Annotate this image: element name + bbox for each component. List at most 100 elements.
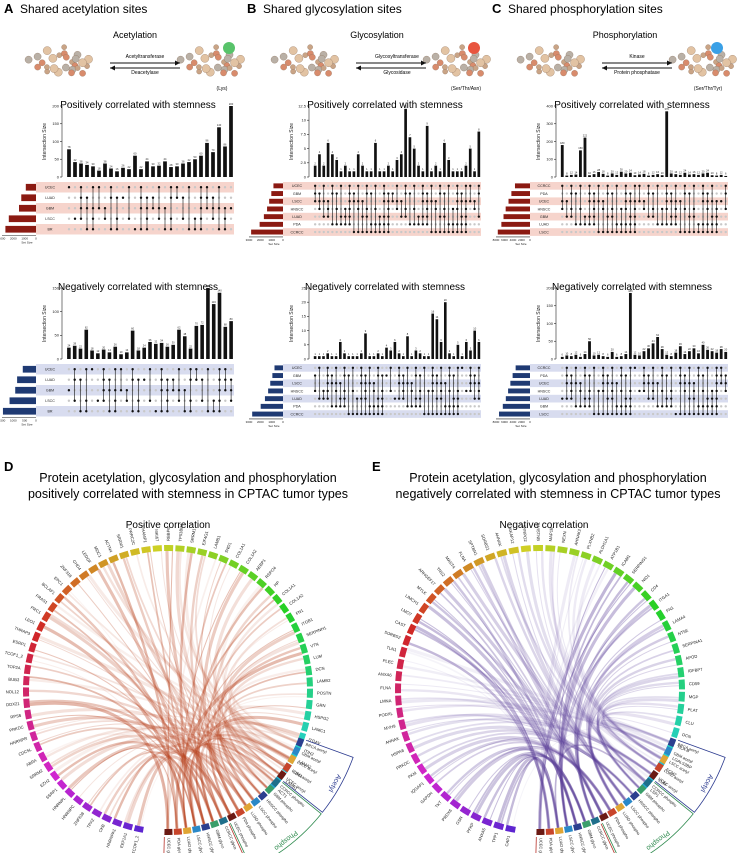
matrix-dot (629, 366, 632, 370)
intersection-bar (193, 159, 197, 177)
chord-ribbon (559, 586, 636, 827)
upset-chart-acetyl-negative: Negatively correlated with stemness05010… (0, 282, 234, 427)
matrix-dot (96, 410, 100, 413)
chord-ribbon (175, 551, 262, 796)
matrix-dot (200, 368, 204, 371)
chord-ribbon (165, 550, 223, 819)
sample-label: LUAD glyco (558, 836, 566, 853)
intersection-bar (706, 172, 709, 177)
gene-sector (101, 813, 113, 823)
matrix-dot (473, 366, 476, 370)
intersection-bar (67, 149, 71, 177)
intersection-bar (422, 356, 426, 359)
set-size-tick-label: 3000 (0, 237, 6, 241)
bar-value-label: 2 (344, 349, 346, 353)
gene-label: CHAMP1 (140, 525, 148, 544)
y-tick-label: 20 (302, 300, 307, 305)
matrix-dot (414, 366, 418, 370)
y-tick-label: 100 (546, 321, 553, 326)
matrix-dot (67, 207, 71, 210)
gene-label: CAST (394, 619, 407, 628)
gene-sector (433, 584, 446, 596)
chord-ribbon (39, 727, 223, 819)
sample-sector (536, 828, 545, 835)
chord-ribbon (555, 742, 651, 828)
set-name: CCRCC (291, 230, 304, 234)
chord-ribbon (602, 696, 679, 767)
matrix-dot (715, 184, 718, 188)
intersection-bar (430, 171, 433, 177)
intersection-bar (435, 319, 439, 359)
bar-value-label: 14 (125, 348, 128, 352)
bar-value-label: 16 (593, 170, 596, 174)
intersection-bar (697, 353, 700, 359)
matrix-dot (647, 405, 650, 408)
matrix-dot (348, 230, 351, 234)
panel-C-header: C Shared phosphorylation sites (492, 1, 663, 16)
intersection-bar (574, 174, 578, 177)
chord-ribbon (112, 561, 179, 829)
intersection-bar (439, 341, 443, 359)
gene-label: PRDX6 (441, 807, 454, 822)
gene-label: COL1A2 (288, 592, 305, 606)
chord-ribbon (405, 713, 652, 775)
intersection-bar (715, 175, 719, 177)
matrix-dot (143, 410, 146, 413)
matrix-dot (96, 378, 100, 381)
gene-label: ITGB1 (301, 616, 315, 626)
set-name: LUAD (539, 397, 549, 401)
gene-label: MYH9 (383, 723, 396, 731)
gene-label: TNS2 (435, 566, 446, 578)
protein-atom (324, 58, 333, 67)
matrix-dot (344, 184, 347, 188)
protein-atom (472, 65, 479, 71)
gene-sector (632, 581, 644, 593)
matrix-dot (597, 374, 600, 377)
set-name: GBM (46, 389, 54, 393)
gene-label: TKT (434, 799, 443, 809)
matrix-dot (115, 186, 119, 189)
group-bracket (654, 739, 726, 813)
matrix-dot (389, 366, 392, 370)
set-size-bar (270, 380, 283, 386)
intersection-bar (229, 106, 233, 177)
bar-value-label: 40 (702, 341, 705, 345)
upset-chart-acetyl-positive: Positively correlated with stemness05010… (0, 100, 234, 245)
chord-ribbon (588, 649, 674, 806)
gene-sector (228, 559, 240, 569)
bar-value-label: 78 (68, 145, 71, 149)
chord-ribbon (223, 603, 285, 768)
matrix-dot (710, 382, 714, 385)
intersection-bar (369, 171, 373, 177)
bar-value-label: 1 (383, 167, 385, 171)
sample-sector (622, 796, 633, 807)
intersection-bar (421, 171, 425, 177)
bar-value-label: 20 (444, 298, 447, 302)
forward-arrowhead (421, 60, 426, 66)
protein-atom (284, 59, 292, 67)
bar-value-label: 12 (96, 349, 99, 353)
sample-sector (659, 754, 669, 765)
chord-ribbon (201, 561, 261, 795)
matrix-dot (385, 405, 388, 408)
bar-value-label: 44 (652, 339, 655, 343)
intersection-bar (701, 173, 705, 177)
sample-sector (191, 825, 202, 833)
matrix-dot (212, 378, 215, 381)
gene-label: ESRP1 (12, 639, 27, 648)
matrix-dot (385, 366, 388, 370)
matrix-dot (200, 410, 204, 413)
intersection-bar (136, 350, 141, 359)
set-size-tick-label: 3000 (246, 238, 253, 242)
protein-atom (554, 63, 562, 72)
chord-ribbon (576, 620, 661, 819)
bar-value-label: 42 (74, 158, 77, 162)
matrix-dot (427, 382, 430, 385)
intersection-bar (473, 171, 476, 177)
gene-label: ANXA5 (477, 827, 487, 842)
set-size-bar (508, 388, 530, 394)
intersection-bar (217, 292, 222, 359)
intersection-bar (697, 174, 700, 177)
matrix-dot (583, 200, 587, 203)
bar-value-label: 24 (110, 164, 113, 168)
